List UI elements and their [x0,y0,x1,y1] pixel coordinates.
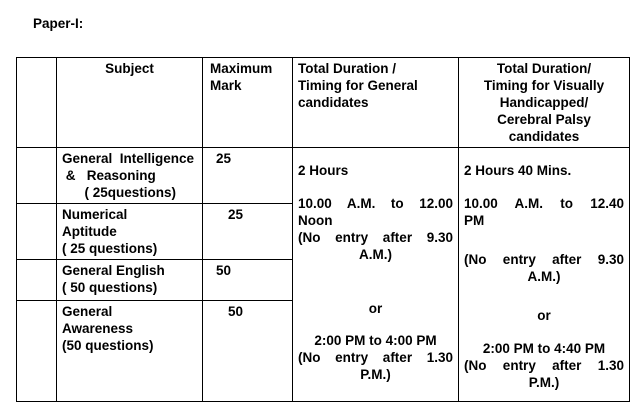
paper1-schedule-table: Subject Maximum Mark Total Duration / Ti… [16,57,630,402]
text-line: PM [464,213,485,228]
table-header-row: Subject Maximum Mark Total Duration / Ti… [16,57,630,148]
text-line: (No entry after 9.30 [464,252,624,267]
text-line: A.M.) [527,269,561,284]
header-duration-vh: Total Duration/ Timing for Visually Hand… [458,57,630,148]
row-number-cell [16,259,57,301]
header-duration-general: Total Duration / Timing for General cand… [292,57,459,148]
header-subject: Subject [56,57,203,148]
text-line: 10.00 A.M. to 12.00 [298,196,453,211]
table-row-general-english: General English ( 50 questions) 50 [16,259,630,301]
subject-cell: General Awareness (50 questions) [56,300,203,402]
table-row-general-intelligence: General Intelligence & Reasoning ( 25que… [16,147,630,402]
text-line: P.M.) [360,367,391,382]
max-mark-cell: 25 [202,203,293,260]
table-row-general-awareness: General Awareness (50 questions) 50 [16,300,630,402]
max-mark-cell: 50 [202,259,293,301]
text-line: (No entry after 9.30 [298,230,453,245]
row-number-cell [16,147,57,204]
duration-vh-cell: 2 Hours 40 Mins. 10.00 A.M. to 12.40 PM … [458,147,630,402]
text-line: (No entry after 1.30 [298,350,453,365]
text-line: A.M.) [359,247,392,262]
page-title: Paper-I: [33,16,84,31]
text-line: P.M.) [528,375,560,390]
text-line: or [537,308,551,323]
text-line: (No entry after 1.30 [464,358,624,373]
text-line: Noon [298,213,333,228]
text-line: 2 Hours [298,163,349,178]
max-mark-cell: 50 [202,300,293,402]
subject-cell: Numerical Aptitude ( 25 questions) [56,203,203,260]
text-line: 2:00 PM to 4:40 PM [482,341,606,356]
text-line: or [368,301,383,316]
text-line: 2:00 PM to 4:00 PM [314,333,437,348]
duration-general-cell: 2 Hours 10.00 A.M. to 12.00 Noon (No ent… [292,147,459,402]
text-line: 2 Hours 40 Mins. [464,163,572,178]
row-number-cell [16,300,57,402]
max-mark-cell: 25 [202,147,293,204]
subject-cell: General English ( 50 questions) [56,259,203,301]
text-line: 10.00 A.M. to 12.40 [464,196,624,211]
header-maximum-mark: Maximum Mark [202,57,293,148]
row-number-cell [16,203,57,260]
header-corner-cell [16,57,57,148]
subject-cell: General Intelligence & Reasoning ( 25que… [56,147,203,204]
